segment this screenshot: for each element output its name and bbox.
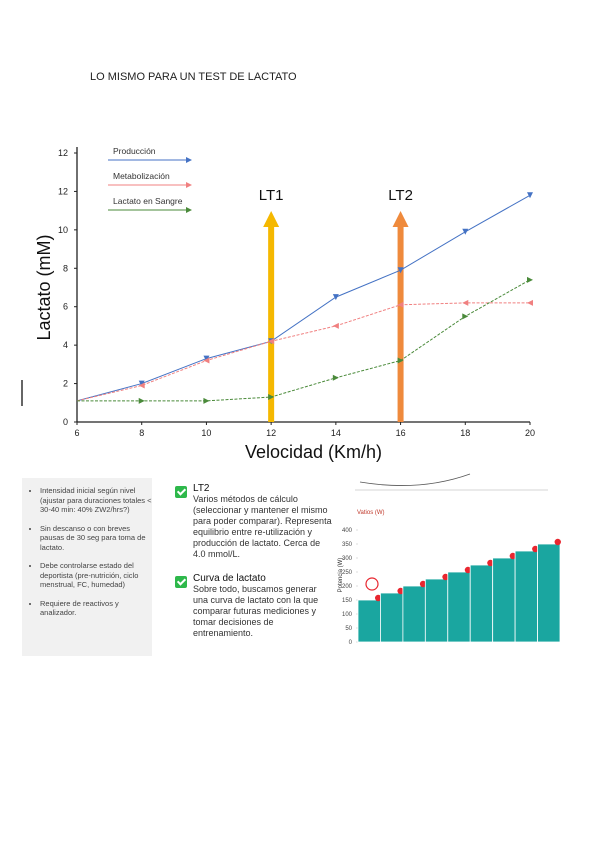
y-axis-label: Potencia (W): [338, 558, 344, 593]
bar: [402, 585, 426, 643]
point: [138, 397, 145, 404]
point: [203, 355, 210, 362]
point: [268, 338, 275, 345]
point: [138, 380, 145, 387]
point: [462, 228, 469, 235]
y-axis-label: Lactato (mM): [34, 234, 54, 340]
step-marker: [419, 580, 427, 588]
x-tick-label: 8: [139, 428, 144, 438]
step-marker: [532, 545, 539, 553]
bullet: Requiere de reactivos y analizador.: [40, 599, 152, 618]
point: [462, 313, 469, 320]
point: [527, 276, 533, 283]
y-tick-label: 350: [342, 542, 353, 548]
arrow-head: [392, 211, 409, 227]
legend-arrow: [186, 157, 192, 163]
series-line: [76, 302, 530, 402]
annotation: LT2: [388, 187, 413, 204]
y-tick-label: 4: [63, 340, 68, 350]
y-tick-label: 6: [63, 302, 68, 312]
cyclist-icon: [365, 577, 379, 591]
point: [138, 382, 145, 389]
note-text: Sobre todo, buscamos generar una curva d…: [193, 584, 319, 638]
x-tick-label: 18: [460, 428, 470, 438]
series-line: [76, 194, 531, 402]
x-axis-label: Velocidad (Km/h): [245, 442, 382, 462]
step-marker: [509, 552, 517, 560]
x-tick-label: 10: [201, 428, 211, 438]
bar: [380, 592, 404, 643]
check-icon: [175, 576, 187, 588]
annotation: LT1: [259, 187, 284, 204]
x-tick-label: 14: [331, 428, 341, 438]
bar: [424, 578, 449, 643]
y-tick-label: 250: [342, 570, 353, 576]
step-marker: [397, 587, 404, 595]
bullet-list: Intensidad inicial según nivel (ajustar …: [22, 486, 152, 618]
step-marker: [554, 538, 561, 546]
legend-label: Producción: [113, 146, 156, 156]
series-line: [77, 279, 531, 402]
mini-profile: [355, 473, 548, 491]
bar: [492, 557, 516, 643]
y-tick-label: 300: [342, 556, 353, 562]
y-tick-label: 150: [342, 598, 353, 604]
note: Curva de lactato Sobre todo, buscamos gen…: [193, 573, 333, 639]
point: [332, 374, 339, 381]
legend-arrow: [186, 207, 192, 213]
y-tick-label: 0: [349, 640, 353, 646]
point: [527, 299, 533, 306]
point: [397, 267, 404, 274]
page-title: LO MISMO PARA UN TEST DE LACTATO: [90, 71, 297, 83]
note: LT2 Varios métodos de cálculo (selecciona…: [193, 483, 333, 560]
bar: [537, 543, 561, 643]
point: [332, 294, 339, 301]
point: [397, 301, 404, 308]
point: [203, 397, 210, 404]
note-heading: LT2: [193, 483, 210, 494]
bullet: Debe controlarse estado del deportista (…: [40, 561, 152, 590]
legend-label: Metabolización: [113, 171, 170, 181]
bar: [469, 564, 494, 643]
chart-title: Vatios (W): [357, 510, 385, 516]
point: [397, 357, 404, 364]
check-icon: [175, 486, 187, 498]
bar: [514, 550, 538, 643]
bar: [357, 599, 381, 643]
step-marker: [442, 573, 449, 581]
point: [332, 322, 339, 329]
y-tick-label: 0: [63, 417, 68, 427]
step-marker: [464, 566, 472, 574]
y-tick-label: 200: [342, 584, 353, 590]
y-tick-label: 12: [58, 148, 68, 158]
step-marker: [375, 594, 382, 602]
y-tick-label: 50: [345, 626, 352, 632]
note-text: Varios métodos de cálculo (seleccionar y…: [193, 494, 332, 559]
x-tick-label: 20: [525, 428, 535, 438]
info-box: Intensidad inicial según nivel (ajustar …: [22, 478, 152, 656]
bullet: Intensidad inicial según nivel (ajustar …: [40, 486, 152, 515]
point: [268, 394, 275, 401]
step-marker: [487, 559, 494, 567]
y-tick-label: 2: [63, 379, 68, 389]
point: [527, 192, 533, 199]
y-tick-label: 100: [342, 612, 353, 618]
point: [462, 299, 469, 306]
arrow-head: [263, 211, 280, 227]
bullet: Sin descanso o con breves pausas de 30 s…: [40, 524, 152, 553]
y-tick-label: 8: [63, 263, 68, 273]
x-tick-label: 12: [266, 428, 276, 438]
y-tick-label: 400: [342, 528, 353, 534]
legend-arrow: [186, 182, 192, 188]
y-tick-label: 12: [58, 186, 68, 196]
note-heading: Curva de lactato: [193, 573, 266, 584]
x-tick-label: 6: [74, 428, 79, 438]
legend-label: Lactato en Sangre: [113, 196, 183, 206]
point: [203, 357, 210, 364]
x-tick-label: 16: [396, 428, 406, 438]
bar: [447, 571, 471, 643]
y-tick-label: 10: [58, 225, 68, 235]
